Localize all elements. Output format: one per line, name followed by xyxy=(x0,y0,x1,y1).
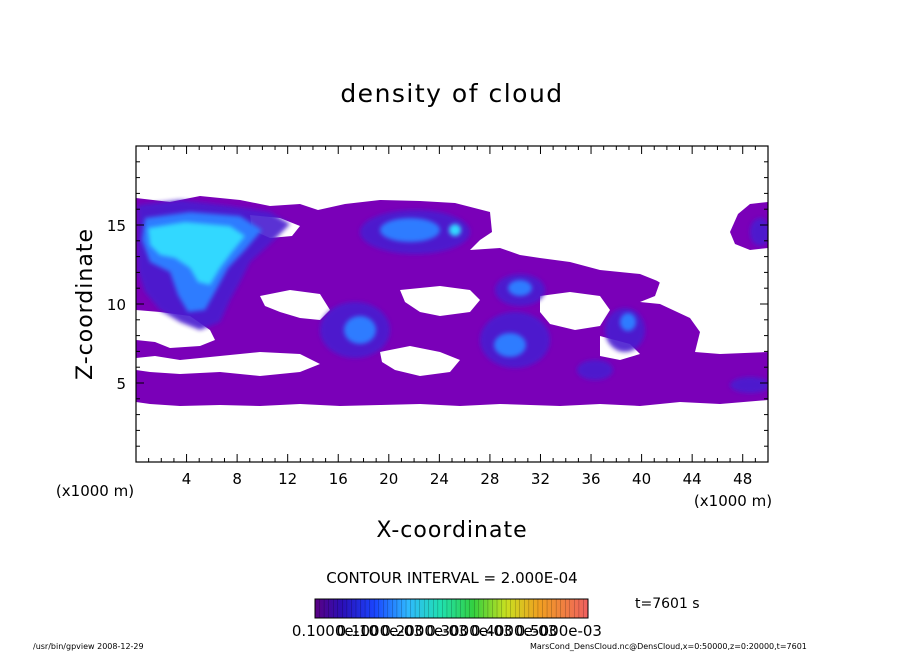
chart-title: density of cloud xyxy=(340,79,563,108)
x-tick-label: 36 xyxy=(581,470,600,488)
x-tick-label: 16 xyxy=(329,470,348,488)
density-core xyxy=(148,222,461,285)
y-tick-label: 5 xyxy=(116,375,126,393)
time-label: t=7601 s xyxy=(635,596,700,612)
x-tick-label: 12 xyxy=(278,470,297,488)
colorbar-label: 0.2000e-03 xyxy=(381,622,467,640)
y-axis-ticks: 5 10 15 xyxy=(107,145,768,463)
colorbar-label: 0.3000e-03 xyxy=(426,622,512,640)
x-tick-label: 44 xyxy=(683,470,702,488)
y-tick-label: 10 xyxy=(107,296,126,314)
x-tick-label: 28 xyxy=(480,470,499,488)
footer-right: MarsCond_DensCloud.nc@DensCloud,x=0:5000… xyxy=(530,642,807,651)
x-tick-label: 24 xyxy=(430,470,449,488)
x-tick-label: 40 xyxy=(632,470,651,488)
x-unit-label: (x1000 m) xyxy=(694,492,772,510)
x-tick-label: 20 xyxy=(379,470,398,488)
colorbar-label: 0.5000e-03 xyxy=(516,622,602,640)
x-tick-label: 4 xyxy=(182,470,192,488)
x-tick-label: 8 xyxy=(232,470,242,488)
colorbar-divisions xyxy=(319,599,584,618)
cloud-field xyxy=(136,196,768,406)
y-tick-label: 15 xyxy=(107,217,126,235)
colorbar xyxy=(314,598,589,619)
contour-interval-label: CONTOUR INTERVAL = 2.000E-04 xyxy=(326,569,577,587)
x-axis-ticks: 4 8 12 16 20 24 28 32 36 40 44 48 xyxy=(135,146,769,488)
colorbar-label: 0.1000e-03 xyxy=(337,622,423,640)
x-tick-label: 32 xyxy=(531,470,550,488)
y-axis-label: Z-coordinate xyxy=(73,228,98,380)
colorbar-label: 0.1000e-10 xyxy=(292,622,378,640)
x-tick-label: 48 xyxy=(733,470,752,488)
x-axis-label: X-coordinate xyxy=(376,518,527,543)
colorbar-labels: 0.1000e-100.1000e-030.2000e-030.3000e-03… xyxy=(292,622,602,640)
z-unit-label: (x1000 m) xyxy=(56,482,134,500)
footer-left: /usr/bin/gpview 2008-12-29 xyxy=(33,642,144,651)
colorbar-label: 0.4000e-03 xyxy=(471,622,557,640)
